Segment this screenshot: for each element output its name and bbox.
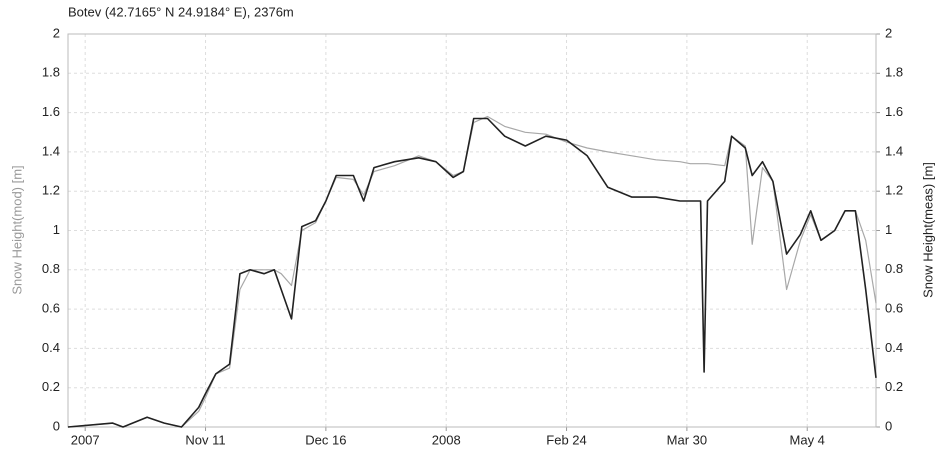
y2-tick-label: 0.8 xyxy=(885,261,903,276)
y2-tick-label: 0.6 xyxy=(885,301,903,316)
x-tick-label: Feb 24 xyxy=(546,432,586,447)
y-axis-title: Snow Height(mod) [m] xyxy=(9,165,24,294)
y2-tick-label: 1.2 xyxy=(885,183,903,198)
x-tick-label: 2007 xyxy=(71,432,100,447)
x-tick-label: Mar 30 xyxy=(667,432,707,447)
y-tick-label: 0 xyxy=(53,418,60,433)
y2-tick-label: 1 xyxy=(885,222,892,237)
y2-tick-label: 2 xyxy=(885,25,892,40)
y2-tick-label: 0.2 xyxy=(885,379,903,394)
y-tick-label: 1.4 xyxy=(42,143,60,158)
y2-tick-label: 1.4 xyxy=(885,143,903,158)
plot-frame xyxy=(67,33,877,428)
y-tick-label: 1 xyxy=(53,222,60,237)
x-tick-label: Dec 16 xyxy=(305,432,346,447)
y-tick-label: 0.2 xyxy=(42,379,60,394)
series-line xyxy=(67,117,877,428)
y2-tick-label: 0 xyxy=(885,418,892,433)
y2-tick-label: 1.8 xyxy=(885,65,903,80)
chart-title: Botev (42.7165° N 24.9184° E), 2376m xyxy=(68,4,294,19)
x-tick-label: May 4 xyxy=(790,432,825,447)
y2-axis-title: Snow Height(meas) [m] xyxy=(920,162,935,298)
y-tick-label: 2 xyxy=(53,25,60,40)
y-tick-label: 1.8 xyxy=(42,65,60,80)
y-tick-label: 0.8 xyxy=(42,261,60,276)
y2-tick-label: 0.4 xyxy=(885,340,903,355)
y-tick-label: 1.6 xyxy=(42,104,60,119)
y-tick-label: 0.6 xyxy=(42,301,60,316)
x-tick-label: 2008 xyxy=(432,432,461,447)
x-tick-label: Nov 11 xyxy=(185,432,225,447)
series-line xyxy=(67,115,877,428)
y-tick-label: 1.2 xyxy=(42,183,60,198)
y2-tick-label: 1.6 xyxy=(885,104,903,119)
y-tick-label: 0.4 xyxy=(42,340,60,355)
